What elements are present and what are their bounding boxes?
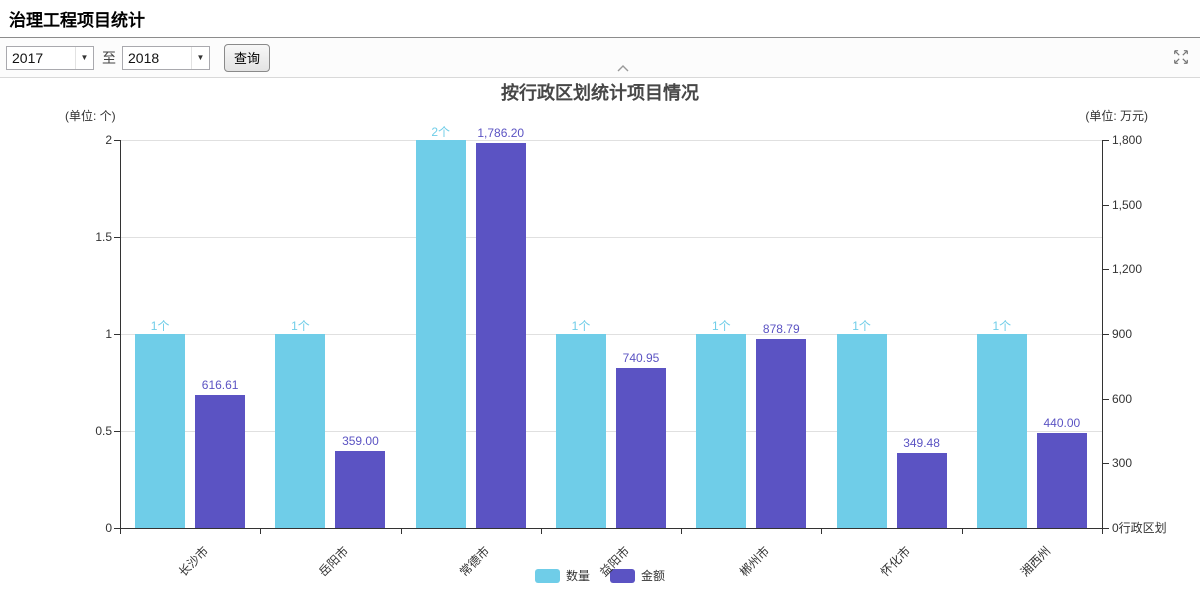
x-axis-tick <box>961 529 963 534</box>
legend-swatch-icon <box>610 568 635 583</box>
x-axis-tick <box>120 529 121 534</box>
year-from-value: 2017 <box>12 49 44 66</box>
dropdown-arrow-icon[interactable]: ▼ <box>191 46 209 69</box>
legend-label: 数量 <box>565 569 590 583</box>
year-to-value: 2018 <box>128 49 160 66</box>
bar-value-label: 359.00 <box>342 433 379 448</box>
right-axis-tick-label: 1,200 <box>1112 262 1143 277</box>
bar-value-label: 740.95 <box>622 351 660 366</box>
bar-amount[interactable] <box>616 368 666 528</box>
left-axis-tick-label: 2 <box>105 133 112 147</box>
bar-quantity[interactable] <box>696 334 747 528</box>
right-axis-tick-label: 0行政区划 <box>1112 521 1167 535</box>
left-axis-tick <box>114 528 120 529</box>
gridline <box>121 334 1102 335</box>
bar-amount[interactable] <box>475 142 526 528</box>
right-axis-tick-label: 1,800 <box>1112 133 1143 147</box>
bar-value-label: 1个 <box>711 319 731 333</box>
left-axis-tick-label: 0.5 <box>95 424 112 438</box>
right-axis-tick-label: 900 <box>1112 327 1133 341</box>
right-axis-line <box>1102 140 1103 529</box>
x-axis-tick <box>821 529 823 534</box>
chart-area: 按行政区划统计项目情况 (单位: 个) (单位: 万元) 数量 金额 2 1.5 1 0… <box>0 78 1200 592</box>
bar-amount[interactable] <box>896 452 947 528</box>
right-axis-tick-label: 1,500 <box>1112 197 1143 212</box>
chart-title: 按行政区划统计项目情况 <box>501 83 699 103</box>
fullscreen-icon[interactable] <box>1172 48 1190 66</box>
legend-item[interactable]: 金额 <box>610 567 665 584</box>
bar-value-label: 1个 <box>291 319 310 333</box>
toolbar: 2017 ▼ 至 2018 ▼ 查询 <box>0 38 1200 78</box>
page-header: 治理工程项目统计 <box>0 0 1200 38</box>
bar-amount[interactable] <box>195 395 246 528</box>
gridline <box>121 237 1102 238</box>
bar-value-label: 878.79 <box>762 321 800 336</box>
right-axis-unit-label: (单位: 万元) <box>1085 109 1148 123</box>
x-axis-tick <box>400 529 402 534</box>
x-axis-tick <box>1102 529 1103 534</box>
legend-swatch-icon <box>534 568 560 583</box>
bar-quantity[interactable] <box>836 334 887 528</box>
right-axis-tick <box>1103 398 1109 400</box>
legend-label: 金额 <box>641 569 666 583</box>
left-axis-tick-label: 0 <box>105 521 112 535</box>
left-axis-tick <box>114 431 120 432</box>
left-axis-tick <box>114 334 120 335</box>
bar-quantity[interactable] <box>556 334 606 528</box>
page-title: 治理工程项目统计 <box>9 11 145 30</box>
left-axis-tick-label: 1 <box>105 327 112 341</box>
legend-item[interactable]: 数量 <box>534 567 590 584</box>
gridline <box>121 140 1102 141</box>
bar-value-label: 2个 <box>431 125 451 139</box>
right-axis-tick <box>1103 204 1109 206</box>
left-axis-tick <box>114 237 120 238</box>
bar-value-label: 616.61 <box>201 378 239 393</box>
bar-value-label: 349.48 <box>903 435 940 450</box>
bar-value-label: 440.00 <box>1043 416 1081 431</box>
left-axis-tick-label: 1.5 <box>95 230 112 244</box>
chart-legend: 数量 金额 <box>0 567 1200 584</box>
x-axis-tick <box>260 529 262 534</box>
year-to-select[interactable]: 2018 ▼ <box>122 45 210 70</box>
bar-value-label: 1个 <box>571 319 591 333</box>
left-axis-line <box>120 140 121 529</box>
right-axis-tick-label: 300 <box>1112 456 1133 471</box>
bar-quantity[interactable] <box>976 334 1027 528</box>
right-axis-tick <box>1103 334 1109 335</box>
bar-amount[interactable] <box>335 450 386 528</box>
right-axis-tick-label: 600 <box>1112 391 1133 406</box>
right-axis-tick <box>1103 269 1109 271</box>
left-axis-unit-label: (单位: 个) <box>65 109 116 123</box>
year-from-select[interactable]: 2017 ▼ <box>6 45 94 70</box>
bar-quantity[interactable] <box>275 334 326 528</box>
chevron-up-icon[interactable] <box>616 64 630 72</box>
bar-quantity[interactable] <box>135 334 186 528</box>
x-axis-line <box>120 528 1103 529</box>
x-axis-tick <box>681 529 683 534</box>
to-label: 至 <box>102 49 116 66</box>
right-axis-tick <box>1103 140 1109 141</box>
bar-quantity[interactable] <box>415 140 466 528</box>
right-axis-tick <box>1103 463 1109 465</box>
bar-value-label: 1,786.20 <box>477 125 525 140</box>
bar-value-label: 1个 <box>150 319 170 333</box>
x-axis-tick <box>540 529 542 534</box>
query-button[interactable]: 查询 <box>224 43 271 72</box>
bar-value-label: 1个 <box>992 319 1012 333</box>
right-axis-tick <box>1103 528 1109 529</box>
left-axis-tick <box>114 140 120 141</box>
dropdown-arrow-icon[interactable]: ▼ <box>75 46 93 69</box>
gridline <box>121 431 1102 432</box>
bar-amount[interactable] <box>1036 433 1087 528</box>
bar-value-label: 1个 <box>852 319 871 333</box>
bar-amount[interactable] <box>756 338 807 528</box>
